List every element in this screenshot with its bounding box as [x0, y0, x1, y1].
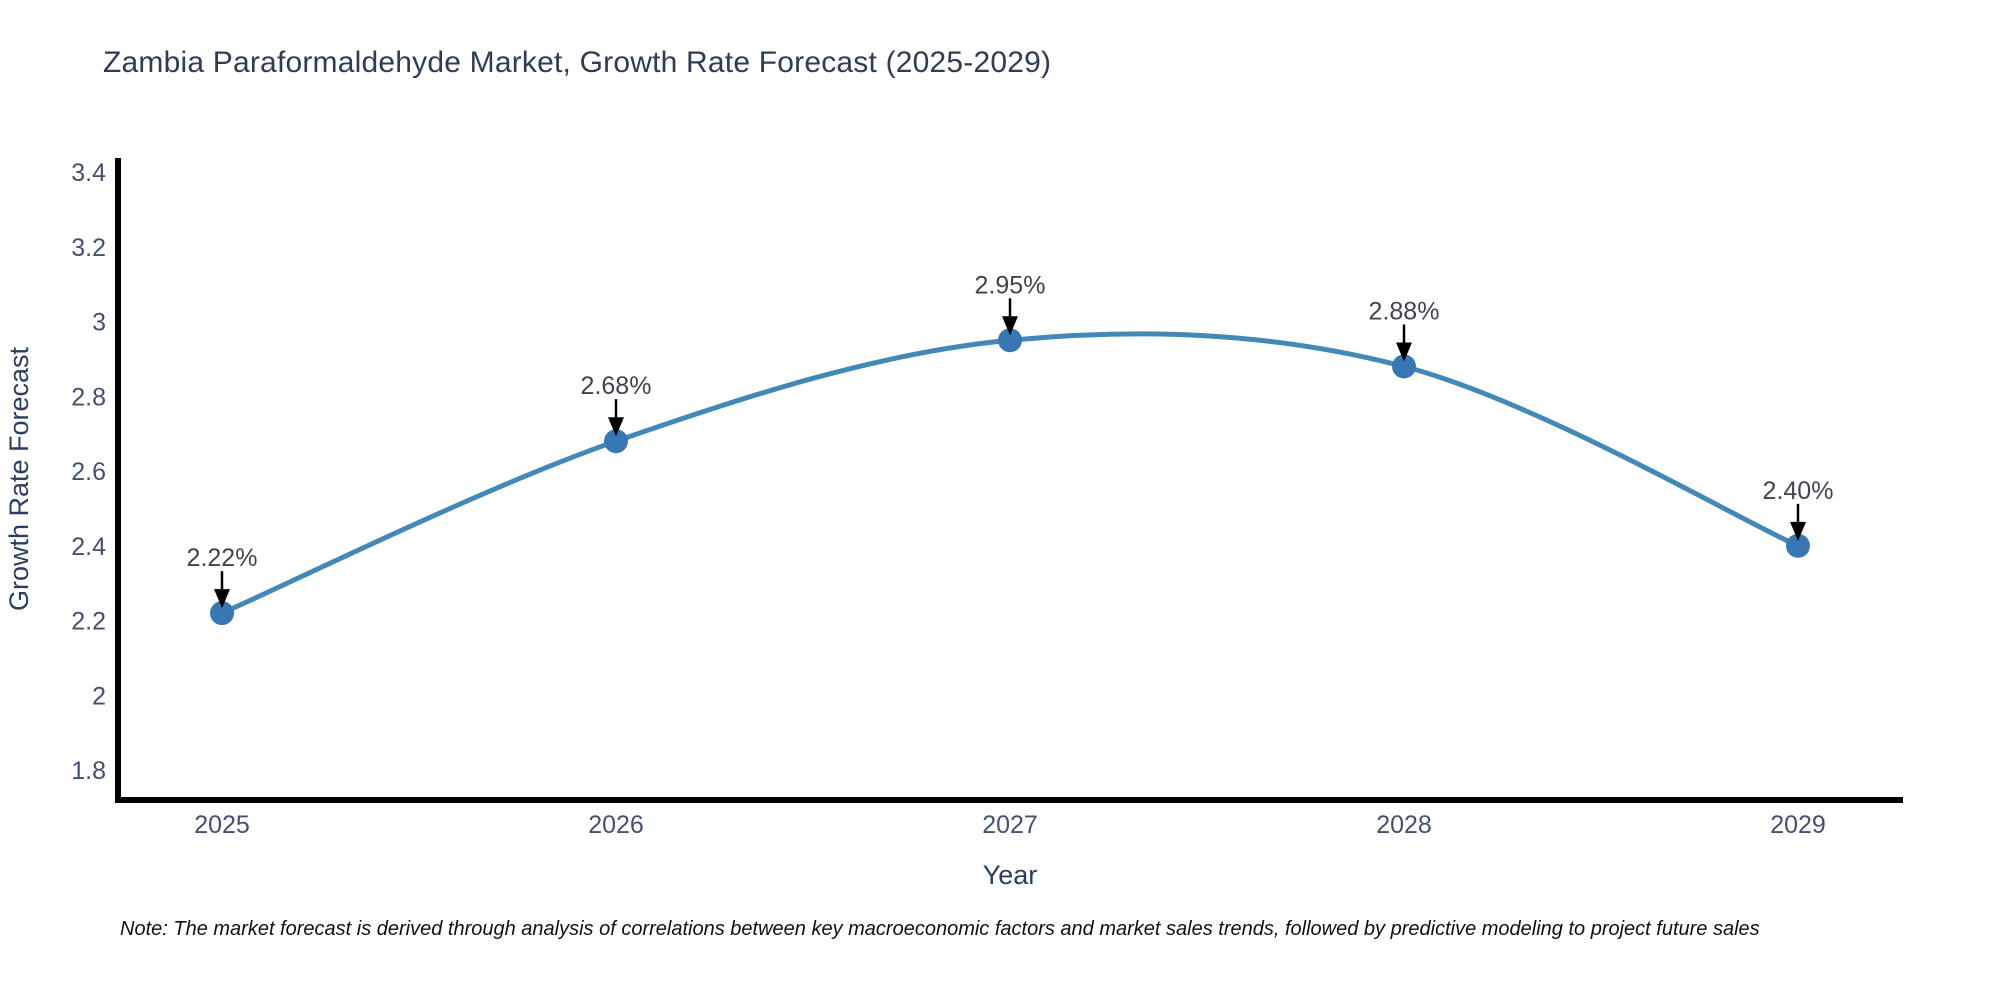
y-tick-label: 1.8 — [71, 757, 106, 785]
x-tick-label: 2026 — [588, 811, 644, 839]
y-axis-tick-labels: 1.8 2 2.2 2.4 2.6 2.8 3 3.2 3.4 — [71, 159, 106, 785]
annotation-arrowhead-icon — [608, 417, 624, 437]
note-text: Note: The market forecast is derived thr… — [120, 918, 1760, 940]
y-tick-label: 3 — [92, 309, 106, 337]
point-value-label: 2.88% — [1369, 297, 1440, 325]
point-value-label: 2.95% — [975, 271, 1046, 299]
x-tick-label: 2025 — [194, 811, 250, 839]
point-value-label: 2.22% — [187, 544, 258, 572]
x-axis-tick-labels: 2025 2026 2027 2028 2029 — [194, 811, 1826, 839]
annotation-arrowhead-icon — [214, 589, 230, 609]
x-tick-label: 2028 — [1376, 811, 1432, 839]
data-point-marker — [210, 601, 234, 626]
y-tick-label: 2.6 — [71, 458, 106, 486]
y-tick-label: 2.8 — [71, 383, 106, 411]
point-value-label: 2.68% — [581, 372, 652, 400]
y-tick-label: 3.2 — [71, 234, 106, 262]
x-axis-title: Year — [983, 860, 1038, 890]
forecast-spline-line — [219, 331, 1801, 616]
annotation-arrowhead-icon — [1790, 521, 1806, 541]
y-tick-label: 2 — [92, 682, 106, 710]
data-point-marker — [998, 328, 1022, 353]
x-tick-label: 2029 — [1770, 811, 1826, 839]
data-point-marker — [1786, 533, 1810, 558]
point-annotations: 2.22% 2.68% 2.95% 2.88% 2.40% — [187, 271, 1834, 609]
data-point-markers — [210, 328, 1810, 626]
point-value-label: 2.40% — [1763, 477, 1834, 505]
y-axis-title: Growth Rate Forecast — [4, 346, 34, 611]
y-tick-label: 2.2 — [71, 608, 106, 636]
data-point-marker — [1392, 354, 1416, 379]
y-tick-label: 3.4 — [71, 159, 106, 187]
annotation-arrowhead-icon — [1002, 316, 1018, 336]
annotation-arrowhead-icon — [1396, 342, 1412, 362]
data-point-marker — [604, 429, 628, 454]
x-tick-label: 2027 — [982, 811, 1038, 839]
y-tick-label: 2.4 — [71, 533, 106, 561]
chart-title: Zambia Paraformaldehyde Market, Growth R… — [103, 46, 1052, 79]
